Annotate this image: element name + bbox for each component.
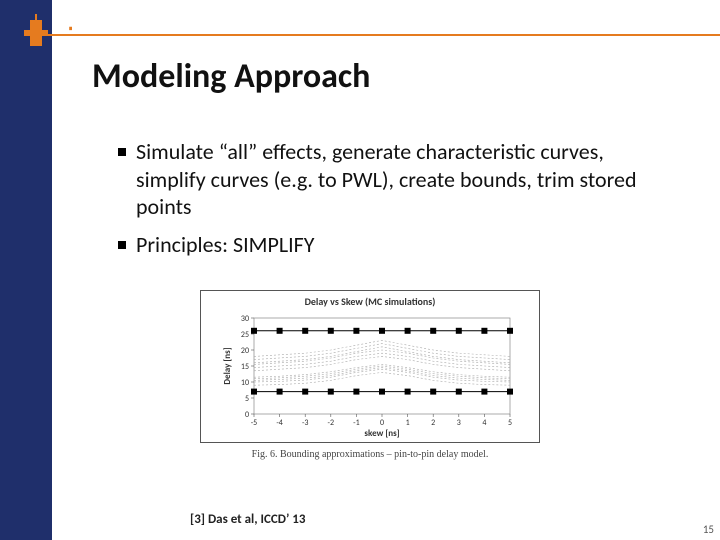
svg-text:Delay [ns]: Delay [ns] (222, 347, 233, 384)
svg-text:0: 0 (380, 418, 384, 428)
citation-text: [3] Das et al, ICCD’ 13 (190, 512, 305, 527)
l-shaped-logo-icon (0, 14, 72, 56)
chart-figure: Delay vs Skew (MC simulations) 051015202… (200, 290, 540, 460)
slide-title: Modeling Approach (92, 56, 370, 97)
svg-text:-1: -1 (353, 418, 360, 428)
delay-vs-skew-chart: 0 5 10 15 20 25 30 -5 -4 -3 -2 -1 0 1 2 3 4 5 Delay [ns] sk… (220, 310, 520, 440)
bullet-item: Principles: SIMPLIFY (118, 231, 678, 259)
svg-text:2: 2 (431, 418, 435, 428)
sidebar-strip (0, 0, 52, 540)
bullet-item: Simulate “all” effects, generate charact… (118, 138, 678, 221)
svg-text:-2: -2 (328, 418, 335, 428)
svg-text:1: 1 (406, 418, 410, 428)
chart-caption: Fig. 6. Bounding approximations – pin-to… (200, 449, 540, 460)
svg-text:5: 5 (508, 418, 512, 428)
svg-text:skew [ns]: skew [ns] (364, 428, 399, 439)
title-rule (52, 34, 720, 36)
svg-text:3: 3 (457, 418, 461, 428)
page-number: 15 (703, 523, 714, 536)
svg-text:-4: -4 (276, 418, 283, 428)
svg-text:25: 25 (241, 330, 249, 340)
bullet-list: Simulate “all” effects, generate charact… (118, 138, 678, 268)
svg-text:0: 0 (245, 410, 249, 420)
svg-text:15: 15 (241, 362, 249, 372)
svg-text:10: 10 (241, 378, 249, 388)
svg-text:5: 5 (245, 394, 249, 404)
svg-text:30: 30 (241, 314, 249, 324)
svg-text:4: 4 (482, 418, 486, 428)
svg-text:-3: -3 (302, 418, 309, 428)
chart-title: Delay vs Skew (MC simulations) (207, 295, 533, 308)
chart-frame: Delay vs Skew (MC simulations) 051015202… (200, 290, 540, 443)
svg-text:-5: -5 (251, 418, 258, 428)
svg-text:20: 20 (241, 346, 249, 356)
